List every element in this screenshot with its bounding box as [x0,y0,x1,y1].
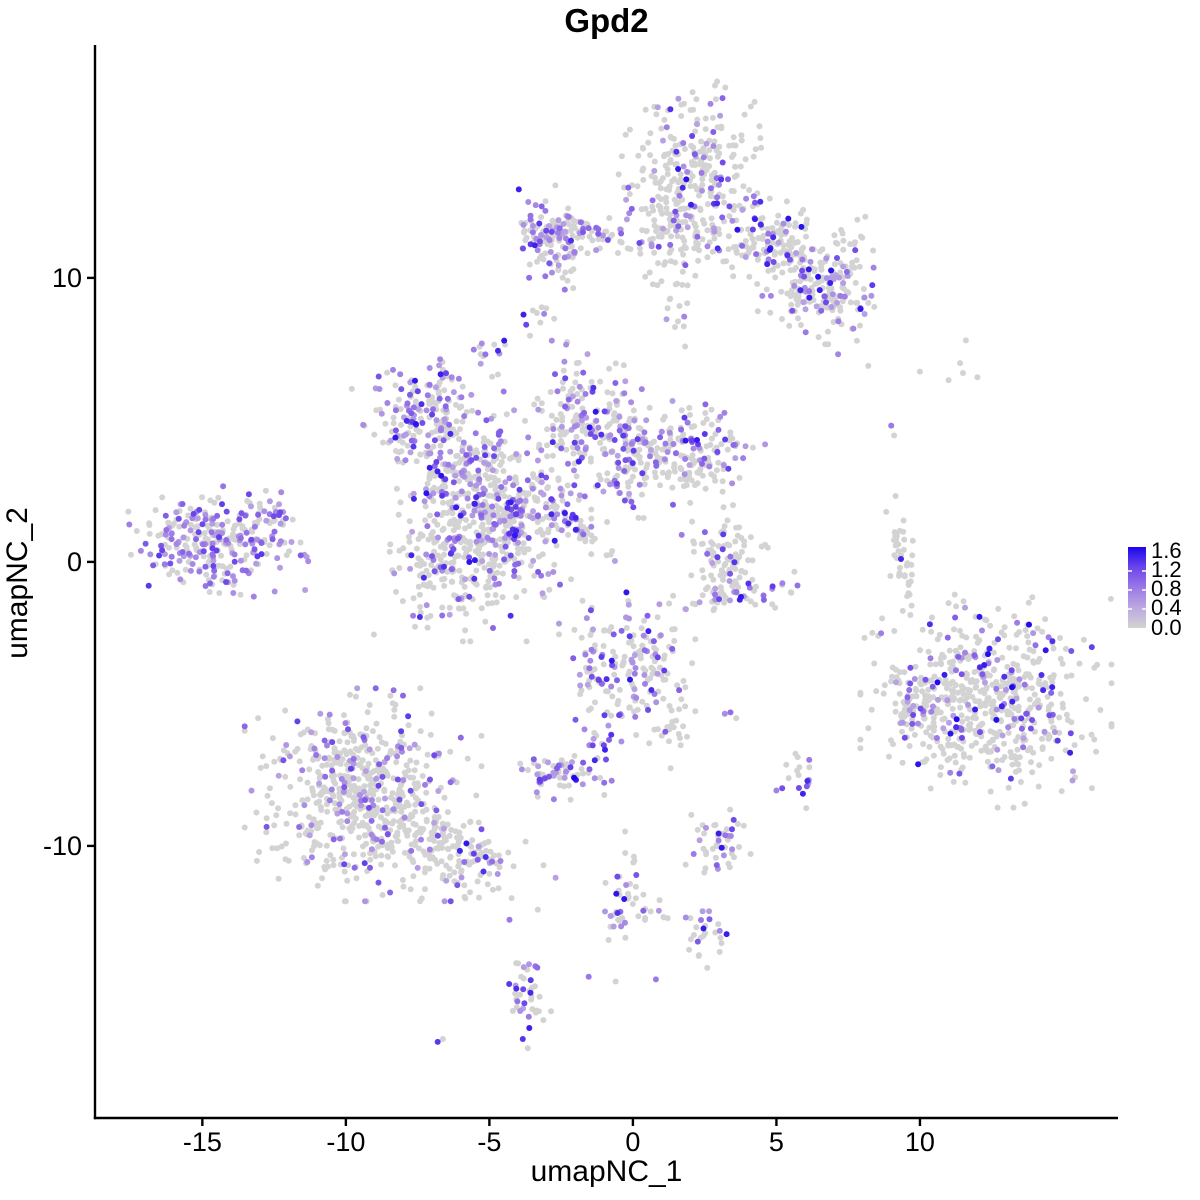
legend-bar-tick [1128,608,1132,611]
legend-bar-tick [1142,608,1146,611]
x-axis-title: umapNC_1 [530,1155,683,1188]
x-tick-label: -5 [477,1127,501,1157]
legend-tick-label: 1.2 [1151,557,1182,583]
legend-bar-tick [1128,589,1132,592]
y-tick-label: 10 [52,263,82,293]
legend-bar-tick [1142,589,1146,592]
legend-tick-label: 0.4 [1151,595,1182,621]
legend-tick-label: 1.6 [1151,538,1182,563]
points-layer [125,78,1115,1052]
x-tick-label: -15 [183,1127,222,1157]
chart-title: Gpd2 [564,2,649,39]
y-tick-label: -10 [43,831,82,861]
legend-colorbar [1128,547,1146,628]
y-axis-title: umapNC_2 [1,507,34,659]
x-tick-label: 0 [625,1127,640,1157]
x-tick-label: -10 [326,1127,365,1157]
legend-bar-tick [1128,570,1132,573]
y-tick-label: 0 [67,547,82,577]
legend-tick-label: 0.0 [1151,614,1182,640]
x-tick-label: 10 [905,1127,935,1157]
x-tick-label: 5 [769,1127,784,1157]
legend-tick-label: 0.8 [1151,576,1182,602]
legend-bar-tick [1142,570,1146,573]
